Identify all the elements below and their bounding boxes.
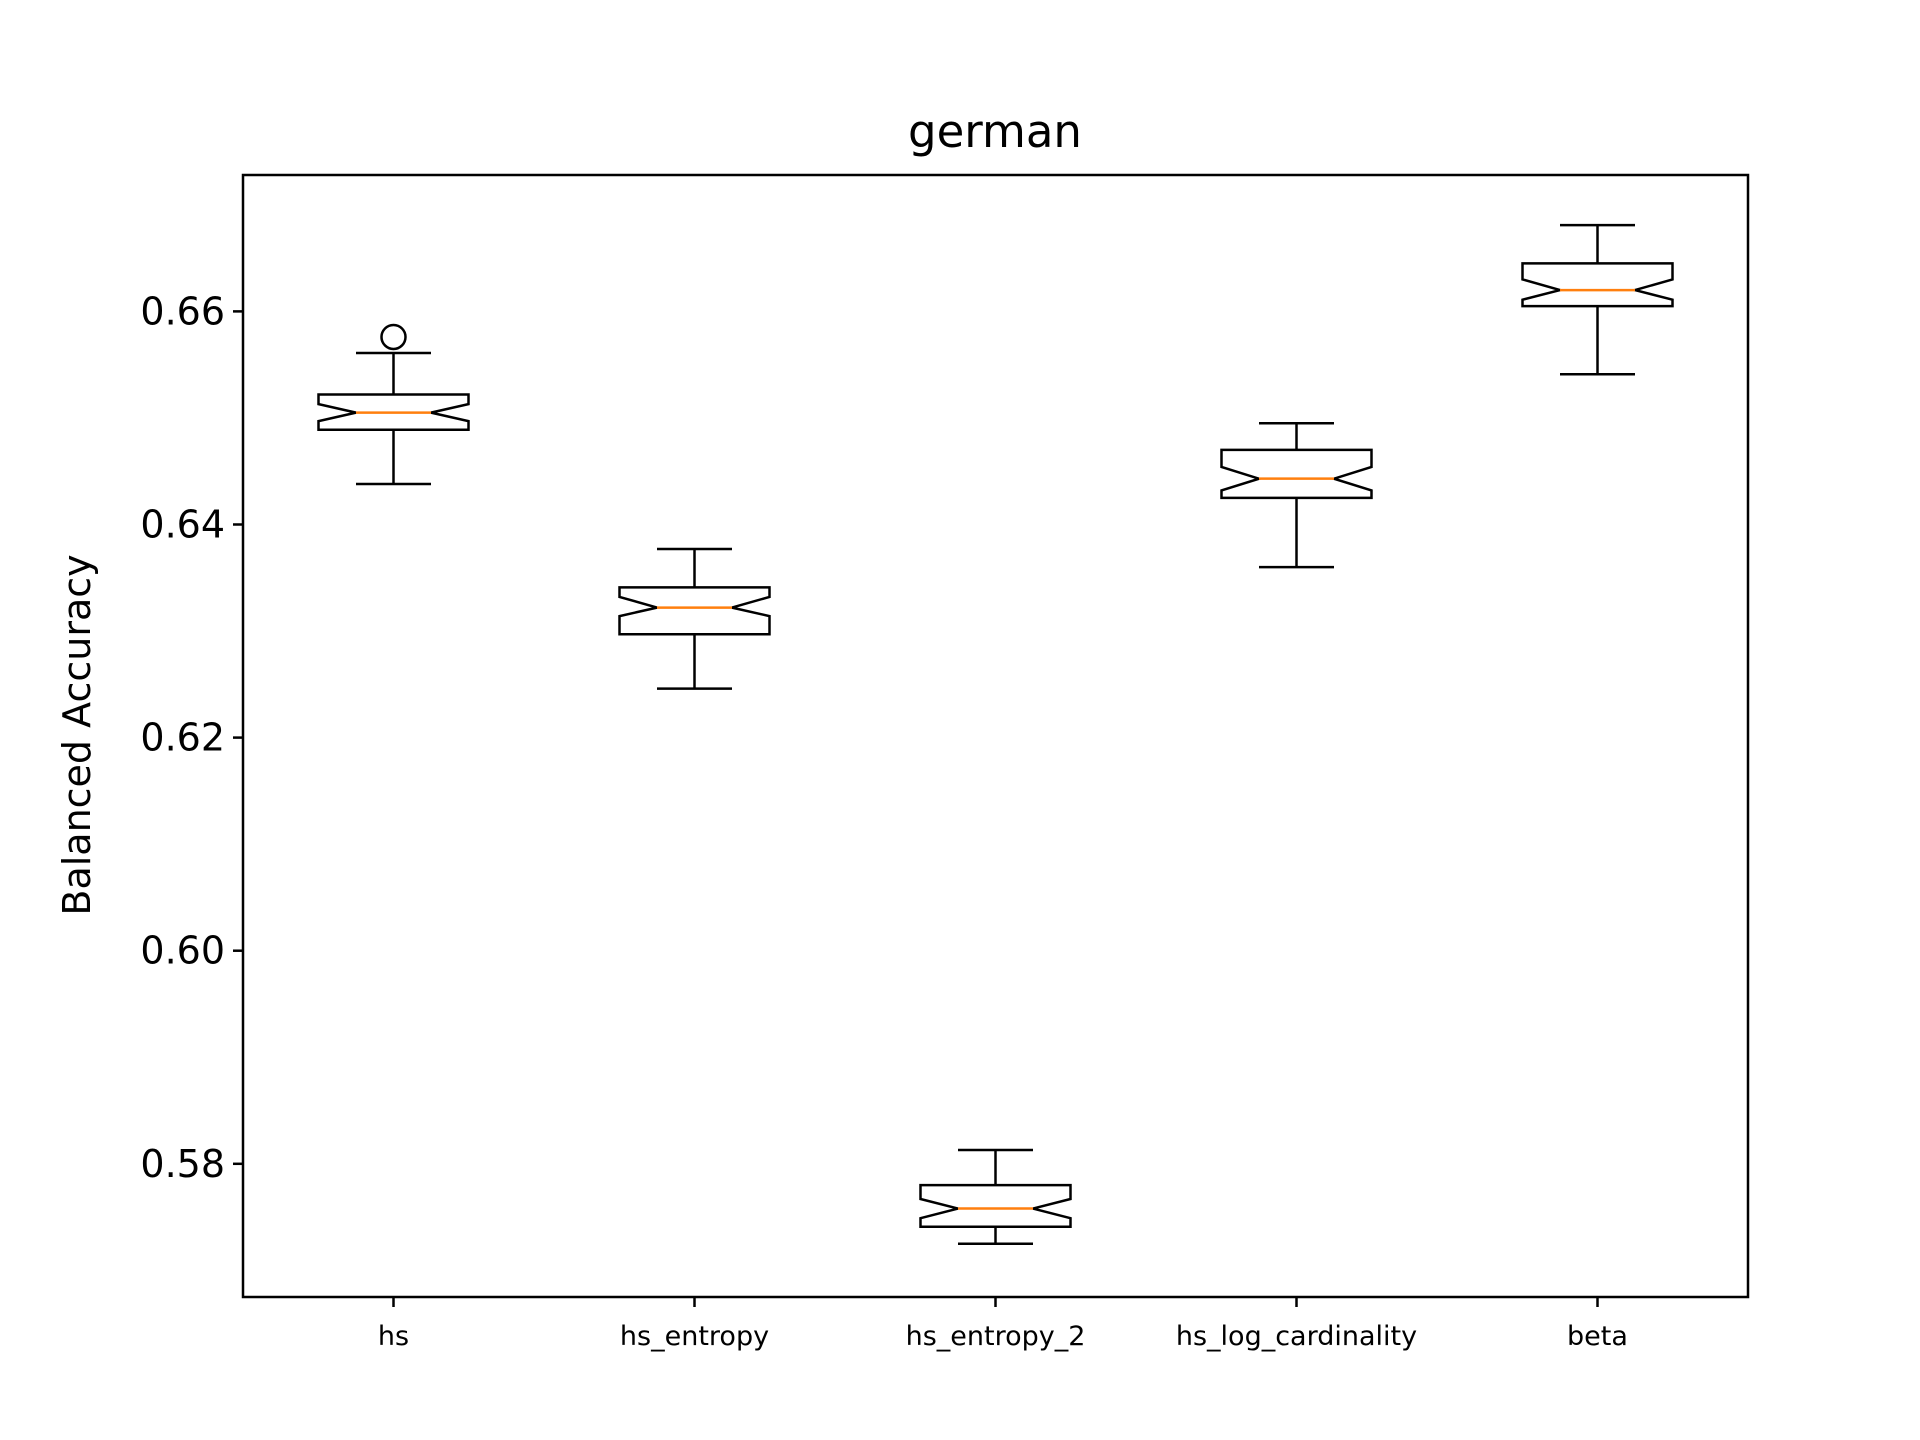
y-tick-label: 0.62 [140, 716, 225, 760]
y-tick-label: 0.66 [140, 289, 225, 333]
axes-frame [241, 173, 1750, 1299]
x-tick-label: beta [1567, 1321, 1628, 1352]
x-tick-label: hs_entropy_2 [906, 1321, 1086, 1352]
y-tick-label: 0.58 [140, 1142, 225, 1186]
x-tick-label: hs [378, 1321, 409, 1352]
y-tick-label: 0.60 [140, 929, 225, 973]
x-tick-label: hs_log_cardinality [1176, 1321, 1417, 1352]
y-tick-label: 0.64 [140, 502, 225, 546]
x-tick-label: hs_entropy [620, 1321, 769, 1352]
y-axis-label: Balanced Accuracy [55, 554, 99, 915]
box-hs_entropy [618, 586, 771, 636]
box-hs_log_cardinality [1220, 448, 1373, 500]
box-beta [1521, 262, 1674, 308]
chart-title: german [908, 105, 1082, 158]
plot-area: 0.58 0.60 0.62 0.64 0.66 hs hs_entropy hs_entro… [140, 223, 1674, 1352]
outlier-point [380, 323, 407, 351]
box-hs_entropy_2 [919, 1183, 1072, 1228]
